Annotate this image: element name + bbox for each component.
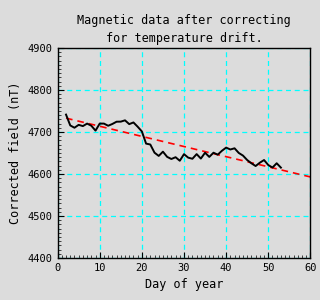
Y-axis label: Corrected field (nT): Corrected field (nT) bbox=[9, 82, 22, 224]
X-axis label: Day of year: Day of year bbox=[145, 278, 223, 291]
Title: Magnetic data after correcting
for temperature drift.: Magnetic data after correcting for tempe… bbox=[77, 14, 291, 45]
